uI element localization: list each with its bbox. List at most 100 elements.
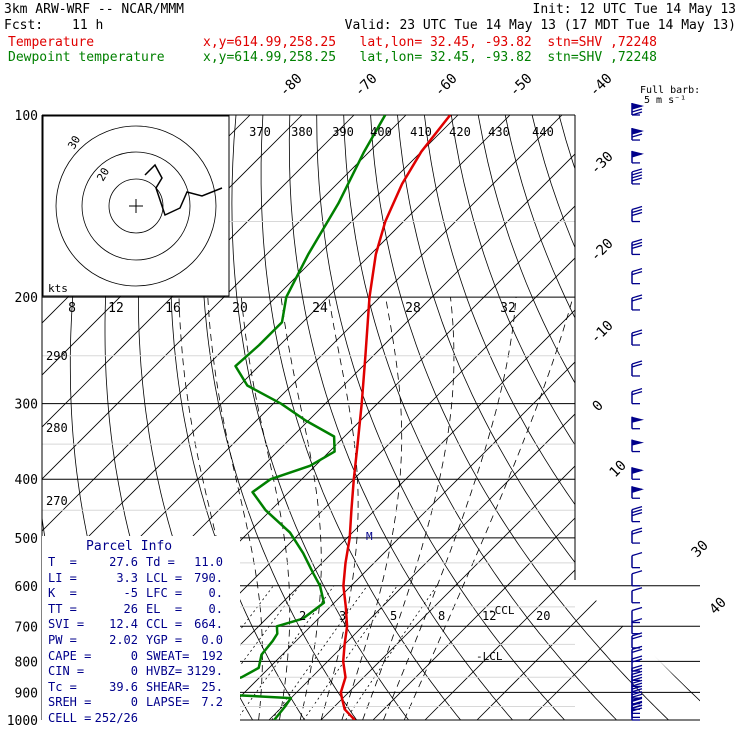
barb-full [631, 691, 643, 696]
isotherm-line [164, 115, 700, 720]
wind-barb [631, 606, 643, 624]
pressure-tick-label: 300 [15, 398, 38, 413]
annotation-m: M [366, 530, 373, 543]
parcel-info-cell: LCL = [146, 570, 183, 585]
hodo-speed-label: 16 [165, 301, 181, 316]
parcel-info-cell: LAPSE= [146, 695, 190, 710]
barb-full [631, 696, 643, 701]
mixing-ratio-label: 2 [299, 609, 306, 623]
theta-label: 420 [449, 125, 471, 139]
pressure-tick-label: 700 [15, 620, 38, 635]
barb-full [631, 606, 643, 612]
isotherm-label: 0 [590, 398, 607, 415]
model-title: 3km ARW-WRF -- NCAR/MMM [4, 2, 185, 17]
hodo-ring-inner [108, 178, 164, 234]
pressure-tick-label: 1000 [7, 714, 38, 729]
parcel-info-cell: 0. [208, 586, 223, 601]
parcel-info-cell: 0.0 [201, 633, 223, 647]
parcel-info-cell: 26 [123, 601, 138, 616]
barb-full [631, 700, 643, 705]
barb-full [631, 667, 643, 672]
parcel-info-cell: SREH = [48, 695, 92, 710]
barb-full [631, 676, 643, 681]
dewpoint-temperature-curve [218, 115, 387, 720]
wind-barb [631, 168, 643, 185]
parcel-info-cell: 27.6 [109, 555, 138, 569]
barb-full [631, 635, 643, 640]
theta-e-label: 280 [46, 421, 68, 435]
barb-full [631, 105, 643, 110]
wind-barb [631, 128, 644, 141]
parcel-info-cell: LI = [48, 570, 77, 585]
parcel-info-cell: PW = [48, 633, 77, 647]
dewpoint-location: x,y=614.99,258.25 lat,lon= 32.45, -93.82… [203, 50, 657, 65]
hodo-speed-label: 20 [232, 301, 248, 316]
barb-full [631, 469, 643, 474]
barb-full [631, 391, 643, 396]
barb-full [631, 388, 643, 393]
isotherm-label: -30 [588, 149, 617, 178]
barb-full [631, 697, 643, 702]
parcel-info-cell: 790. [194, 570, 223, 585]
dry-adiabat [531, 115, 700, 720]
parcel-info-panel: Parcel Info T = 27.6 Td = 11.0 LI = 3.3 LCL = 7… [42, 536, 240, 732]
wind-barb [631, 439, 644, 453]
isotherm-line [372, 115, 700, 720]
annotation-ccl: -CCL [488, 604, 515, 617]
dry-adiabat [316, 115, 565, 720]
wind-barb [631, 587, 643, 604]
dry-adiabat [721, 115, 740, 720]
mixing-ratio-label: 12 [482, 609, 496, 623]
isotherm-line [268, 115, 700, 720]
barb-legend-line1: Full barb: [640, 85, 701, 96]
mixing-ratio-label: 3 [339, 609, 346, 623]
isotherm-label: -20 [588, 236, 617, 265]
wind-barb [631, 416, 644, 430]
mixing-ratio-label: 20 [536, 609, 550, 623]
init-time: Init: 12 UTC Tue 14 May 13 [532, 2, 737, 17]
theta-label: 400 [370, 125, 392, 139]
barb-pennant [632, 439, 644, 446]
hodo-ring-mid [81, 151, 191, 261]
dry-adiabat [477, 115, 700, 720]
parcel-info-cell: 192 [201, 648, 223, 663]
hodo-ring-label: 30 [65, 134, 83, 152]
barb-full [631, 244, 643, 250]
theta-label: 370 [249, 125, 271, 139]
parcel-info-cell: CELL = [48, 711, 92, 725]
annotation-lcl: -LCL [476, 650, 503, 663]
barb-full [631, 707, 643, 712]
barb-full [631, 664, 643, 669]
barb-full [631, 570, 643, 575]
parcel-info-cell: K = [48, 586, 77, 601]
parcel-info-cell: 664. [194, 617, 223, 632]
dry-adiabat [639, 115, 700, 720]
parcel-info-cell: 0. [208, 601, 223, 616]
parcel-info-cell: T = [48, 555, 77, 569]
dry-adiabat [343, 115, 617, 720]
wind-barb [631, 527, 643, 544]
barb-pennant [632, 416, 644, 423]
hodo-speed-label: 32 [500, 301, 516, 316]
parcel-info-cell: SHEAR= [146, 679, 190, 694]
barb-full [631, 658, 643, 663]
barb-full [631, 363, 643, 368]
parcel-info-cell: 11.0 [194, 555, 223, 569]
temperature-legend: Temperature [8, 35, 95, 50]
barb-full [631, 238, 643, 244]
parcel-info-cell: SWEAT= [146, 648, 190, 663]
wind-barb [631, 205, 643, 223]
parcel-info-cell: 25. [201, 679, 223, 694]
dry-adiabat [504, 115, 700, 720]
pressure-tick-label: 500 [15, 532, 38, 547]
barb-full [631, 530, 643, 535]
parcel-info-cell: TT = [48, 601, 77, 616]
isotherm-line [42, 115, 355, 720]
isotherm-label: -50 [507, 71, 536, 100]
barb-full [631, 488, 643, 493]
wind-barbs [631, 103, 644, 721]
pressure-tick-label: 800 [15, 655, 38, 670]
mixing-ratio-line [236, 585, 335, 720]
wind-barb [631, 360, 643, 377]
dry-adiabat [585, 115, 700, 720]
